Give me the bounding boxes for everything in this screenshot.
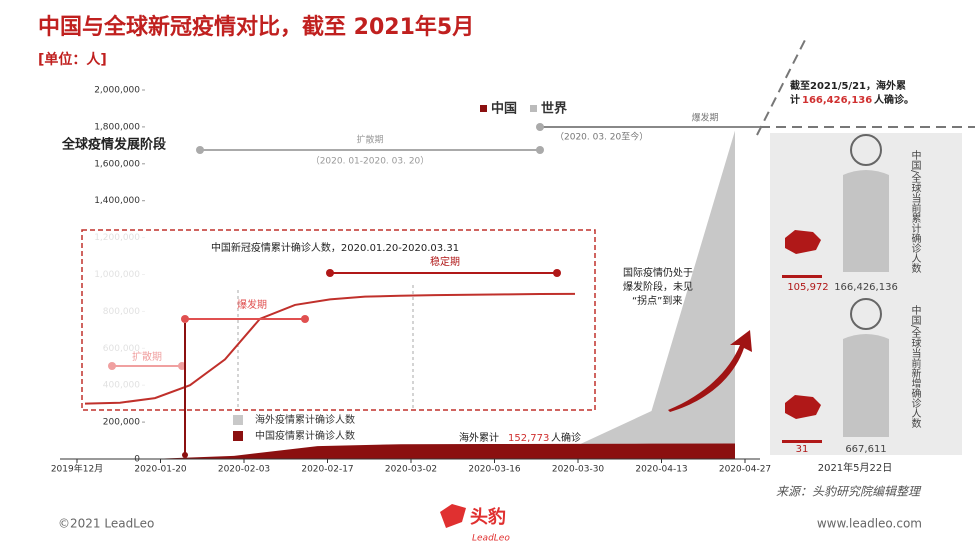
annotation: 爆发阶段，未见	[623, 280, 693, 293]
legend-swatch	[480, 105, 487, 112]
panel-label: 中国/全球当前新增确诊人数	[909, 304, 921, 429]
stage-name: 扩散期	[356, 134, 383, 146]
legend-label: 海外疫情累计确诊人数	[255, 413, 355, 426]
china-icon	[785, 230, 821, 254]
x-tick-label: 2020-03-02	[385, 465, 437, 475]
panel-value: 166,426,136	[834, 282, 898, 293]
legend-label: 中国	[491, 101, 517, 117]
area	[67, 443, 735, 459]
logo-icon	[440, 504, 466, 528]
annotation: “拐点”到来	[632, 294, 682, 307]
line	[84, 292, 576, 405]
phase-dot	[108, 362, 116, 370]
global-bar	[843, 170, 889, 272]
x-tick-label: 2020-03-16	[468, 465, 521, 475]
annotation: 海外累计	[459, 431, 499, 444]
phase-dot	[181, 315, 189, 323]
legend-swatch	[530, 105, 537, 112]
legend-swatch	[233, 431, 243, 441]
legend-label: 中国疫情累计确诊人数	[255, 429, 355, 442]
x-tick-label: 2019年12月	[51, 463, 103, 475]
pointer-dot	[182, 452, 188, 458]
phase-label: 稳定期	[430, 255, 460, 268]
x-tick-label: 2020-02-17	[301, 465, 353, 475]
y-tick-label: 1,400,000	[94, 196, 140, 206]
url: www.leadleo.com	[817, 517, 922, 531]
panel-note: 截至2021/5/21，海外累	[790, 79, 906, 92]
phase-dot	[553, 269, 561, 277]
panel-note: 计	[790, 93, 800, 106]
x-tick-label: 2020-04-13	[635, 465, 687, 475]
x-tick-label: 2020-03-30	[552, 465, 605, 475]
phase-label: 爆发期	[237, 298, 267, 311]
stage-dot	[536, 123, 544, 131]
panel-value: 31	[796, 444, 809, 455]
panel-value: 105,972	[787, 282, 828, 293]
china-icon	[785, 395, 821, 419]
copyright: ©2021 LeadLeo	[58, 517, 154, 531]
legend-label: 世界	[541, 101, 567, 117]
logo: 头豹	[470, 506, 506, 528]
y-tick-label: 200,000	[103, 418, 140, 428]
stage-dot	[196, 146, 204, 154]
phase-label: 扩散期	[132, 350, 162, 363]
source: 来源：头豹研究院编辑整理	[776, 485, 922, 499]
logo-sub: LeadLeo	[472, 534, 510, 544]
stage-name: 爆发期	[691, 112, 718, 124]
inset-box	[81, 229, 596, 411]
stage-dot	[536, 146, 544, 154]
x-tick-label: 2020-02-03	[218, 465, 270, 475]
panel-note: 人确诊。	[874, 93, 914, 106]
annotation: 人确诊	[551, 431, 581, 444]
title: 中国与全球新冠疫情对比，截至 2021年5月	[38, 14, 474, 40]
phase-dot	[301, 315, 309, 323]
inset-title: 中国新冠疫情累计确诊人数，2020.01.20-2020.03.31	[211, 241, 459, 254]
y-tick-label: 2,000,000	[94, 86, 140, 96]
stage-dates: （2020. 01-2020. 03. 20）	[311, 156, 430, 167]
china-bar	[782, 440, 822, 443]
legend-swatch	[233, 415, 243, 425]
panel-note-value: 166,426,136	[802, 95, 872, 106]
x-tick-label: 2020-01-20	[134, 465, 187, 475]
stage-label: 全球疫情发展阶段	[61, 137, 166, 153]
globe-icon	[850, 298, 882, 330]
unit: [单位：人]	[38, 51, 107, 68]
annotation-value: 152,773	[508, 433, 549, 444]
area	[67, 130, 735, 459]
global-bar	[843, 334, 889, 437]
inset-plot	[84, 292, 576, 405]
arrow	[668, 330, 752, 412]
stage-dates: （2020. 03. 20至今）	[555, 131, 648, 143]
divider	[756, 39, 806, 136]
globe-icon	[850, 134, 882, 166]
panel-date: 2021年5月22日	[818, 461, 893, 474]
y-tick-label: 1,800,000	[94, 122, 140, 132]
x-tick-label: 2020-04-27	[719, 465, 771, 475]
panel-label: 中国/全球当前累计确诊人数	[909, 149, 921, 274]
china-bar	[782, 275, 822, 278]
panel-value: 667,611	[845, 444, 886, 455]
phase-dot	[326, 269, 334, 277]
y-tick-label: 1,600,000	[94, 159, 140, 169]
annotation: 国际疫情仍处于	[623, 266, 693, 279]
